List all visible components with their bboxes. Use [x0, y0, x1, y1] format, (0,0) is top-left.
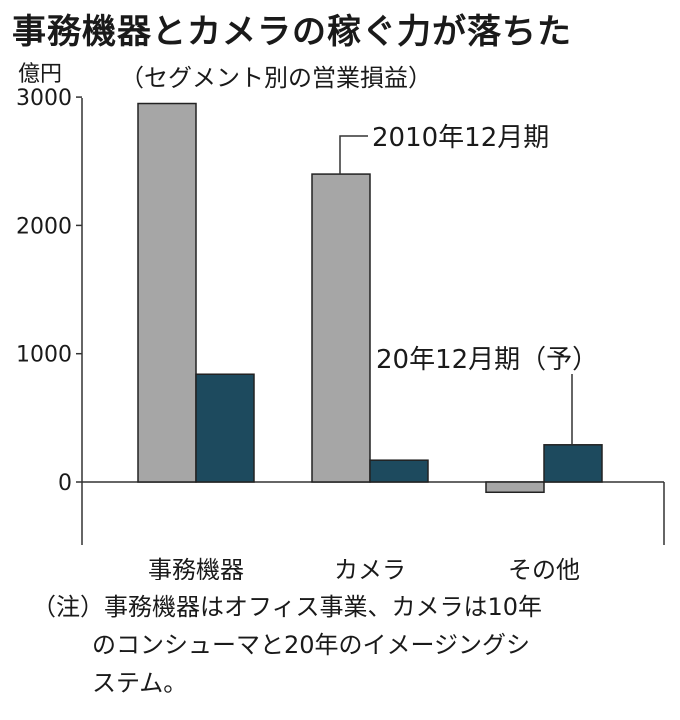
bar-series1	[311, 173, 371, 483]
y-tick-label: 1000	[16, 343, 72, 368]
footnote-line-3: ステム。	[92, 669, 188, 697]
x-tick-label: カメラ	[334, 556, 406, 580]
x-tick-label: 事務機器	[148, 556, 244, 580]
bar-series1	[485, 481, 545, 494]
y-tick-label: 0	[58, 471, 72, 496]
y-tick-label: 3000	[16, 86, 72, 111]
footnote-line-1: （注）事務機器はオフィス事業、カメラは10年	[32, 593, 543, 621]
y-tick-label: 2000	[16, 214, 72, 239]
bar-chart: 0 1000 2000 3000 事務機器 カメラ その他 2010年12月期 20年12月期（…	[16, 86, 665, 580]
footnote: （注）事務機器はオフィス事業、カメラは10年 のコンシューマと20年のイメージン…	[32, 588, 672, 702]
x-tick-label: その他	[508, 556, 580, 580]
bar-series2	[195, 373, 255, 483]
footnote-line-2: のコンシューマと20年のイメージングシ	[92, 631, 531, 659]
chart-subtitle: （セグメント別の営業損益）	[120, 64, 432, 92]
bar-series2	[369, 459, 429, 483]
legend-leader-series1	[339, 135, 368, 175]
bar-series1	[137, 102, 197, 483]
legend-label-series2: 20年12月期（予）	[376, 345, 598, 375]
y-axis-unit: 億円	[18, 62, 63, 87]
chart-title: 事務機器とカメラの稼ぐ力が落ちた	[12, 12, 572, 52]
legend-label-series1: 2010年12月期	[372, 123, 549, 153]
bar-series2	[543, 444, 603, 483]
